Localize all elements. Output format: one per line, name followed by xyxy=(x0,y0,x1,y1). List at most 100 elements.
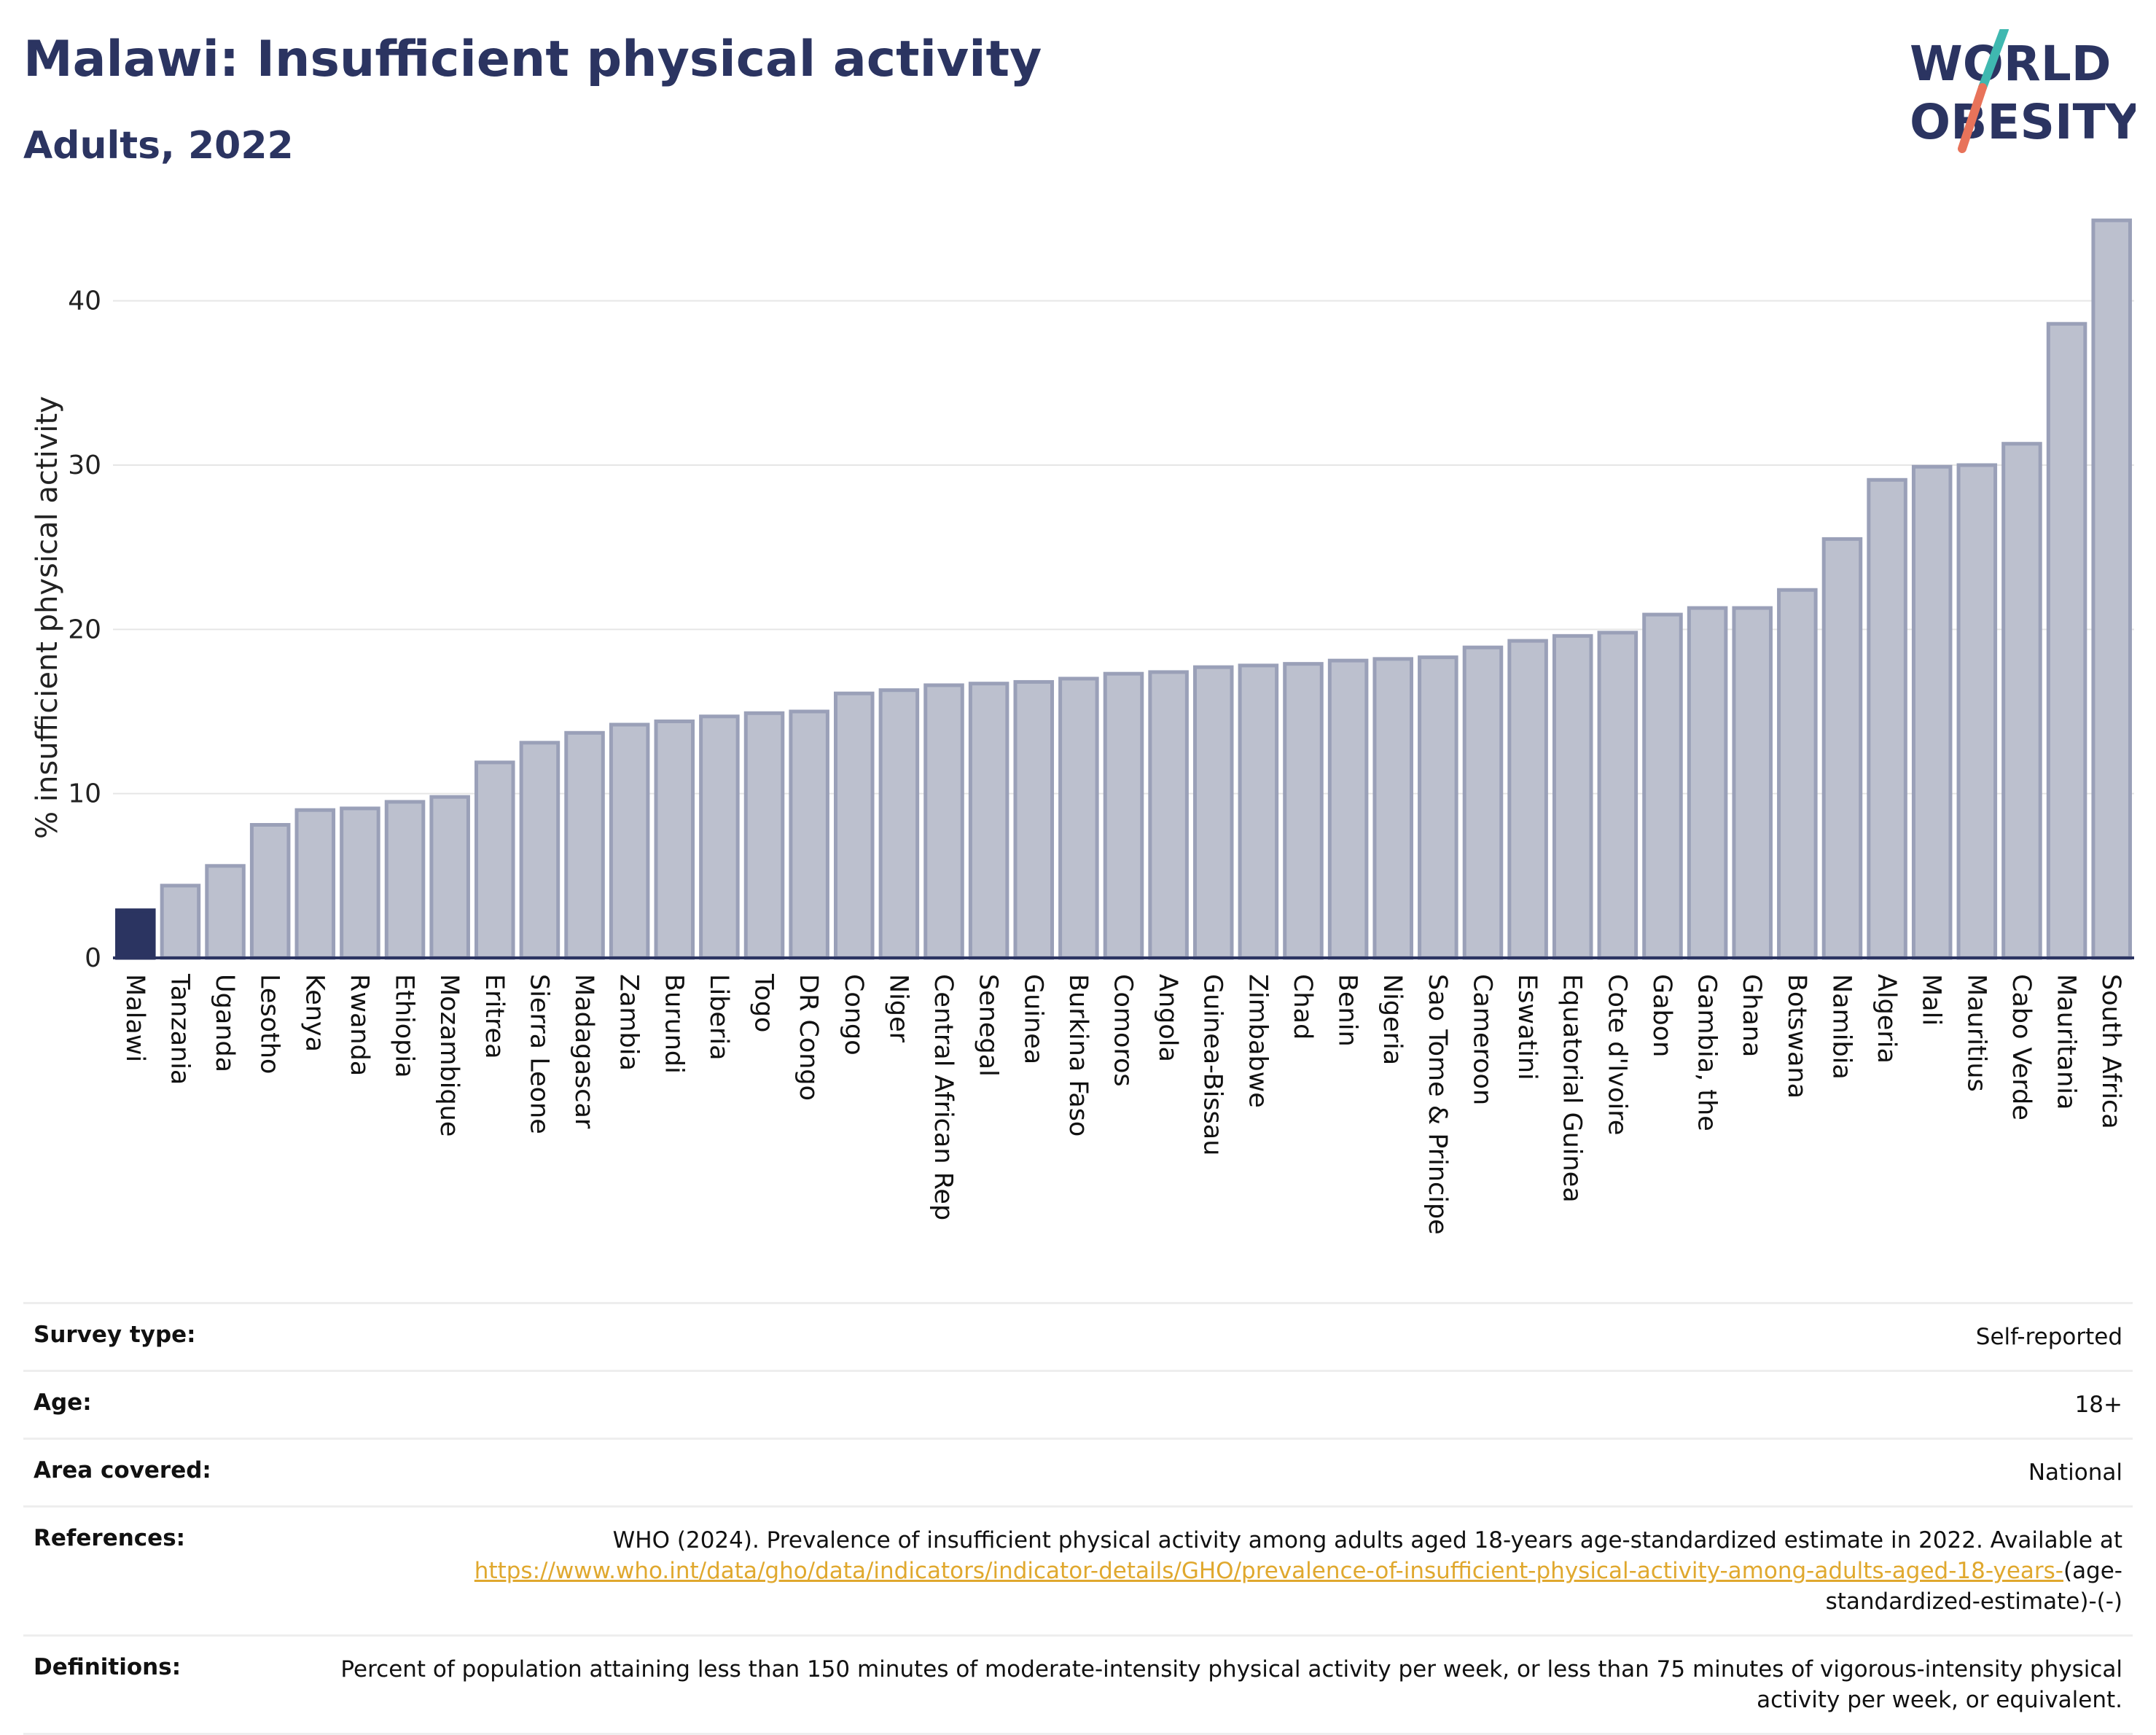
x-tick-label: Burkina Faso xyxy=(1063,974,1093,1136)
references-link[interactable]: https://www.who.int/data/gho/data/indica… xyxy=(474,1558,2063,1584)
bar-zambia xyxy=(609,722,650,960)
meta-row-definitions: Definitions: Percent of population attai… xyxy=(23,1634,2133,1735)
x-tick-label: Sierra Leone xyxy=(524,974,553,1134)
bar-burundi xyxy=(654,720,695,960)
references-suffix: (age-standardized-estimate)-(-) xyxy=(1825,1558,2122,1615)
x-tick-label: Chad xyxy=(1288,974,1317,1040)
x-tick-label: Namibia xyxy=(1827,974,1856,1080)
bar-madagascar xyxy=(564,730,605,960)
y-tick-label: 20 xyxy=(68,615,101,644)
bar-eswatini xyxy=(1507,639,1548,960)
x-tick-label: Burundi xyxy=(659,974,688,1074)
bar-malawi xyxy=(115,908,156,960)
x-tick-label: Mali xyxy=(1917,974,1946,1026)
x-tick-label: Central African Rep xyxy=(929,974,958,1220)
meta-row-survey-type: Survey type: Self-reported xyxy=(23,1302,2133,1370)
bar-guinea-bissau xyxy=(1192,665,1234,960)
bar-gambia-the xyxy=(1687,606,1728,960)
y-tick-label: 40 xyxy=(68,286,101,316)
x-tick-label: Sao Tome & Principe xyxy=(1423,974,1452,1235)
bar-cote-d-ivoire xyxy=(1597,631,1639,960)
logo-line-2: OBESITY xyxy=(1910,94,2136,150)
bar-comoros xyxy=(1103,671,1144,960)
x-tick-label: Niger xyxy=(883,974,913,1043)
age-value: 18+ xyxy=(2074,1392,2122,1418)
chart-subtitle: Adults, 2022 xyxy=(23,124,294,168)
x-tick-label: Benin xyxy=(1333,974,1362,1047)
x-tick-label: Gabon xyxy=(1647,974,1676,1057)
x-tick-label: Guinea-Bissau xyxy=(1198,974,1227,1155)
bar-zimbabwe xyxy=(1238,663,1279,960)
x-tick-label: Cote d'Ivoire xyxy=(1602,974,1631,1135)
bar-mali xyxy=(1911,464,1953,960)
bar-sierra-leone xyxy=(519,741,561,960)
bar-eritrea xyxy=(474,760,515,960)
x-tick-label: Equatorial Guinea xyxy=(1558,974,1587,1203)
x-tick-label: Eswatini xyxy=(1512,974,1542,1080)
x-tick-label: Uganda xyxy=(210,974,239,1072)
bar-dr-congo xyxy=(789,709,829,960)
bar-algeria xyxy=(1867,477,1907,960)
x-tick-label: South Africa xyxy=(2096,974,2125,1129)
world-obesity-logo: WORLD OBESITY xyxy=(1910,29,2136,153)
x-tick-label: Nigeria xyxy=(1378,974,1407,1065)
bar-tanzania xyxy=(160,884,201,960)
bar-cameroon xyxy=(1462,645,1504,960)
bar-angola xyxy=(1148,670,1189,960)
y-tick-label: 10 xyxy=(68,779,101,809)
bar-mauritius xyxy=(1956,463,1998,960)
bar-congo xyxy=(834,691,875,960)
bar-equatorial-guinea xyxy=(1552,633,1593,960)
x-tick-label: Zambia xyxy=(614,974,644,1071)
bar-chad xyxy=(1283,662,1324,960)
logo-line-1: WORLD xyxy=(1910,36,2112,92)
x-tick-label: Liberia xyxy=(704,974,733,1061)
x-tick-label: Lesotho xyxy=(255,974,284,1074)
bar-central-african-rep xyxy=(923,683,964,960)
bar-togo xyxy=(743,711,785,960)
x-tick-label: Eritrea xyxy=(480,974,509,1059)
age-label: Age: xyxy=(34,1389,92,1416)
bar-nigeria xyxy=(1372,657,1413,960)
x-tick-label: Kenya xyxy=(300,974,329,1052)
bar-uganda xyxy=(205,864,246,960)
survey-type-label: Survey type: xyxy=(34,1322,196,1348)
x-tick-label: Comoros xyxy=(1109,974,1138,1087)
bar-liberia xyxy=(699,714,740,960)
x-tick-label: Algeria xyxy=(1872,974,1901,1064)
bar-benin xyxy=(1327,658,1369,960)
bar-niger xyxy=(878,688,920,960)
bar-cabo-verde xyxy=(2001,442,2042,960)
bar-mozambique xyxy=(429,795,470,960)
bar-ghana xyxy=(1732,606,1773,960)
bar-mauritania xyxy=(2046,321,2087,960)
area-value: National xyxy=(2028,1459,2122,1486)
x-tick-label: Cameroon xyxy=(1467,974,1496,1105)
bar-sao-tome-principe xyxy=(1418,655,1458,960)
bar-botswana xyxy=(1777,588,1818,960)
x-tick-label: Senegal xyxy=(974,974,1003,1077)
x-tick-label: Mozambique xyxy=(434,974,464,1136)
x-tick-label: Botswana xyxy=(1782,974,1811,1099)
definitions-label: Definitions: xyxy=(34,1654,181,1680)
chart-title: Malawi: Insufficient physical activity xyxy=(23,31,1042,88)
x-tick-label: Malawi xyxy=(120,974,149,1062)
references-text: WHO (2024). Prevalence of insufficient p… xyxy=(612,1527,2122,1553)
x-tick-label: Ethiopia xyxy=(390,974,419,1078)
x-tick-label: Mauritania xyxy=(2052,974,2081,1110)
x-tick-label: Togo xyxy=(749,973,778,1032)
logo-slash-top xyxy=(1978,29,2009,92)
x-tick-label: DR Congo xyxy=(794,974,823,1101)
bar-gabon xyxy=(1642,612,1683,960)
area-label: Area covered: xyxy=(34,1457,211,1483)
meta-row-age: Age: 18+ xyxy=(23,1370,2133,1438)
y-axis-label: % insufficient physical activity xyxy=(31,396,64,839)
bar-lesotho xyxy=(249,822,291,960)
definitions-value: Percent of population attaining less tha… xyxy=(340,1656,2122,1713)
x-tick-label: Mauritius xyxy=(1961,974,1991,1092)
references-label: References: xyxy=(34,1525,186,1551)
bar-guinea xyxy=(1013,679,1055,960)
references-value: WHO (2024). Prevalence of insufficient p… xyxy=(340,1525,2122,1617)
bar-ethiopia xyxy=(384,800,426,960)
x-tick-label: Tanzania xyxy=(165,973,194,1085)
